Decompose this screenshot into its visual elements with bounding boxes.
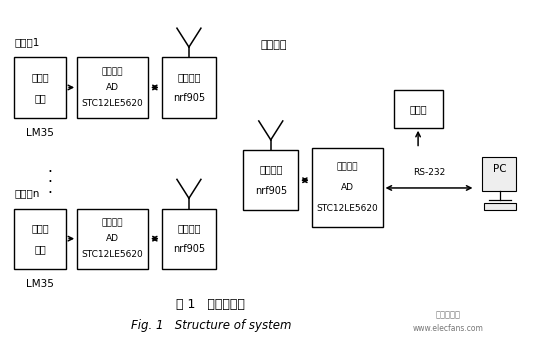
Text: 温度: 温度	[34, 244, 46, 254]
Bar	[162, 209, 216, 269]
Bar	[77, 57, 148, 118]
Text: nrf905: nrf905	[173, 93, 205, 103]
Text: RS-232: RS-232	[413, 168, 445, 177]
Text: ·: ·	[48, 165, 52, 180]
Bar	[484, 203, 516, 210]
Text: 监测器n: 监测器n	[14, 188, 40, 198]
Text: STC12LE5620: STC12LE5620	[82, 250, 143, 259]
Text: 传感器: 传感器	[31, 223, 49, 233]
Text: AD: AD	[106, 83, 119, 92]
Bar	[14, 209, 66, 269]
Text: nrf905: nrf905	[173, 244, 205, 254]
Text: 射频芯片: 射频芯片	[177, 223, 201, 233]
Text: 电子发烧友: 电子发烧友	[435, 310, 461, 319]
Text: 微控制器: 微控制器	[336, 162, 358, 172]
Bar	[77, 209, 148, 269]
Text: 图 1   系统结构图: 图 1 系统结构图	[176, 298, 245, 311]
Text: ·: ·	[48, 186, 52, 200]
Text: 射频芯片: 射频芯片	[177, 72, 201, 82]
Text: AD: AD	[341, 184, 354, 193]
Text: 射频芯片: 射频芯片	[259, 165, 282, 175]
Text: 微控制器: 微控制器	[102, 67, 123, 76]
Text: STC12LE5620: STC12LE5620	[82, 99, 143, 108]
Text: STC12LE5620: STC12LE5620	[316, 204, 378, 213]
Bar	[393, 90, 443, 128]
Bar	[162, 57, 216, 118]
Bar	[243, 150, 298, 210]
Text: 显示器: 显示器	[409, 104, 427, 114]
Text: 控制中心: 控制中心	[260, 40, 287, 50]
Text: PC: PC	[493, 164, 507, 174]
Text: 传感器: 传感器	[31, 72, 49, 82]
Text: 监测器1: 监测器1	[14, 37, 40, 47]
Text: ·: ·	[48, 175, 52, 190]
Text: 温度: 温度	[34, 93, 46, 103]
Text: Fig. 1   Structure of system: Fig. 1 Structure of system	[131, 319, 291, 332]
Text: 微控制器: 微控制器	[102, 218, 123, 227]
Bar	[312, 148, 382, 227]
Text: AD: AD	[106, 234, 119, 243]
Text: LM35: LM35	[26, 128, 54, 138]
Text: www.elecfans.com: www.elecfans.com	[412, 324, 484, 333]
Text: LM35: LM35	[26, 279, 54, 289]
Text: nrf905: nrf905	[255, 186, 287, 196]
Bar	[482, 157, 516, 191]
Bar	[14, 57, 66, 118]
